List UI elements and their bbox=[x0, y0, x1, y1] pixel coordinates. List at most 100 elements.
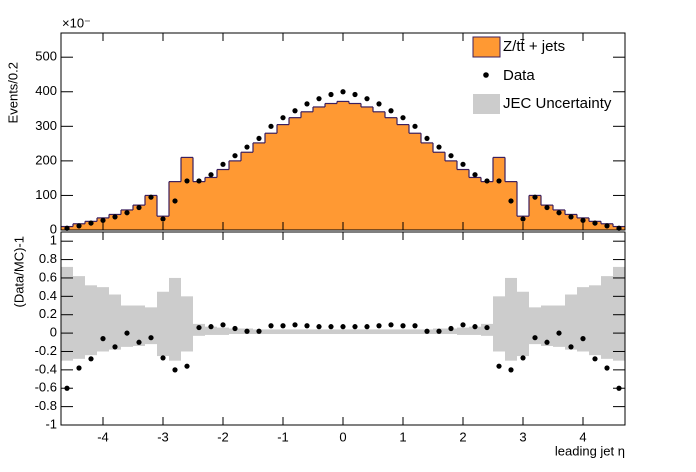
ratio-point bbox=[136, 339, 142, 345]
uncertainty-band bbox=[397, 329, 409, 335]
data-point bbox=[376, 101, 382, 107]
data-point bbox=[352, 91, 358, 98]
multiplier: ×10⁻ bbox=[62, 15, 91, 30]
y-tick-label: 400 bbox=[35, 83, 57, 98]
uncertainty-band bbox=[613, 266, 625, 361]
ratio-point bbox=[568, 344, 574, 350]
uncertainty-band bbox=[133, 305, 145, 346]
y-tick-label: 0.4 bbox=[39, 288, 57, 303]
data-point bbox=[280, 115, 286, 121]
data-point bbox=[544, 204, 550, 211]
uncertainty-band bbox=[553, 305, 565, 347]
data-point bbox=[112, 214, 118, 220]
uncertainty-band bbox=[109, 294, 121, 350]
data-point bbox=[196, 178, 202, 184]
bar bbox=[325, 103, 337, 230]
y-tick-label: 0 bbox=[50, 221, 57, 236]
uncertainty-band bbox=[361, 329, 373, 335]
data-point bbox=[100, 217, 106, 223]
data-point bbox=[76, 223, 82, 229]
ratio-point bbox=[364, 324, 370, 330]
y-tick-label: 0 bbox=[50, 325, 57, 340]
uncertainty-band bbox=[229, 328, 241, 335]
data-point bbox=[364, 96, 370, 102]
frame bbox=[60, 32, 626, 231]
ratio-point bbox=[520, 355, 526, 361]
uncertainty-band bbox=[85, 285, 97, 356]
bar bbox=[361, 106, 373, 230]
uncertainty-band bbox=[541, 305, 553, 346]
uncertainty-band bbox=[337, 329, 349, 335]
bar bbox=[229, 160, 241, 230]
data-point bbox=[460, 161, 466, 167]
data-point bbox=[340, 89, 346, 95]
data-point bbox=[400, 115, 406, 121]
ratio-point bbox=[412, 323, 418, 329]
y-tick-label: -0.4 bbox=[35, 361, 57, 376]
ratio-point bbox=[160, 355, 166, 361]
bar bbox=[145, 195, 157, 230]
data-point bbox=[592, 220, 598, 226]
ratio-point bbox=[316, 324, 322, 330]
data-point bbox=[256, 135, 262, 142]
bar bbox=[193, 181, 205, 230]
bar bbox=[121, 209, 133, 230]
legend-swatch bbox=[472, 36, 501, 58]
uncertainty-band bbox=[577, 287, 589, 352]
uncertainty-band bbox=[61, 266, 73, 361]
ratio-point bbox=[580, 336, 586, 342]
data-point bbox=[496, 178, 502, 184]
uncertainty-band bbox=[349, 329, 361, 335]
data-point bbox=[508, 198, 514, 204]
ratio-point bbox=[76, 365, 82, 371]
uncertainty-band bbox=[181, 296, 193, 352]
ratio-point bbox=[244, 328, 250, 334]
ratio-point bbox=[484, 324, 490, 331]
bar bbox=[205, 177, 217, 230]
uncertainty-band bbox=[73, 276, 85, 359]
y-tick-label: -0.2 bbox=[35, 343, 57, 358]
y-tick-label: 0.8 bbox=[39, 251, 57, 266]
uncertainty-band bbox=[409, 329, 421, 335]
ratio-point bbox=[280, 323, 286, 329]
bar bbox=[469, 177, 481, 230]
data-point bbox=[580, 217, 586, 223]
data-point bbox=[328, 91, 334, 98]
ratio-point bbox=[100, 336, 106, 342]
uncertainty-band bbox=[445, 328, 457, 335]
uncertainty-band bbox=[301, 329, 313, 335]
uncertainty-band bbox=[325, 329, 337, 335]
uncertainty-band bbox=[529, 307, 541, 345]
ratio-point bbox=[592, 356, 598, 362]
bar bbox=[169, 181, 181, 230]
y-tick-label: -1 bbox=[45, 416, 57, 431]
bar bbox=[289, 117, 301, 230]
ratio-point bbox=[196, 324, 202, 331]
ratio-point bbox=[376, 323, 382, 329]
ratio-point bbox=[496, 363, 502, 369]
ratio-point bbox=[88, 356, 94, 362]
y-tick-label: 100 bbox=[35, 187, 57, 202]
bar bbox=[109, 214, 121, 230]
data-point bbox=[232, 153, 238, 159]
data-point bbox=[604, 223, 610, 229]
data-point bbox=[436, 144, 442, 150]
legend-label: JEC Uncertainty bbox=[503, 95, 612, 112]
y-axis-label: Events/0.2 bbox=[5, 62, 20, 123]
uncertainty-band bbox=[493, 296, 505, 352]
uncertainty-band bbox=[145, 307, 157, 345]
y-tick-label: 0.2 bbox=[39, 306, 57, 321]
y-tick-label: 300 bbox=[35, 118, 57, 133]
ratio-point bbox=[292, 322, 298, 328]
data-point bbox=[160, 216, 166, 222]
uncertainty-band bbox=[205, 326, 217, 335]
x-tick-label: -1 bbox=[277, 429, 289, 444]
legend-label: Z/tt̄ + jets bbox=[503, 38, 565, 55]
x-tick-label: -4 bbox=[97, 429, 109, 444]
uncertainty-band bbox=[313, 329, 325, 335]
ratio-point bbox=[556, 330, 562, 336]
ratio-point bbox=[304, 323, 310, 329]
legend-label: Data bbox=[503, 67, 535, 84]
data-point bbox=[388, 108, 394, 114]
